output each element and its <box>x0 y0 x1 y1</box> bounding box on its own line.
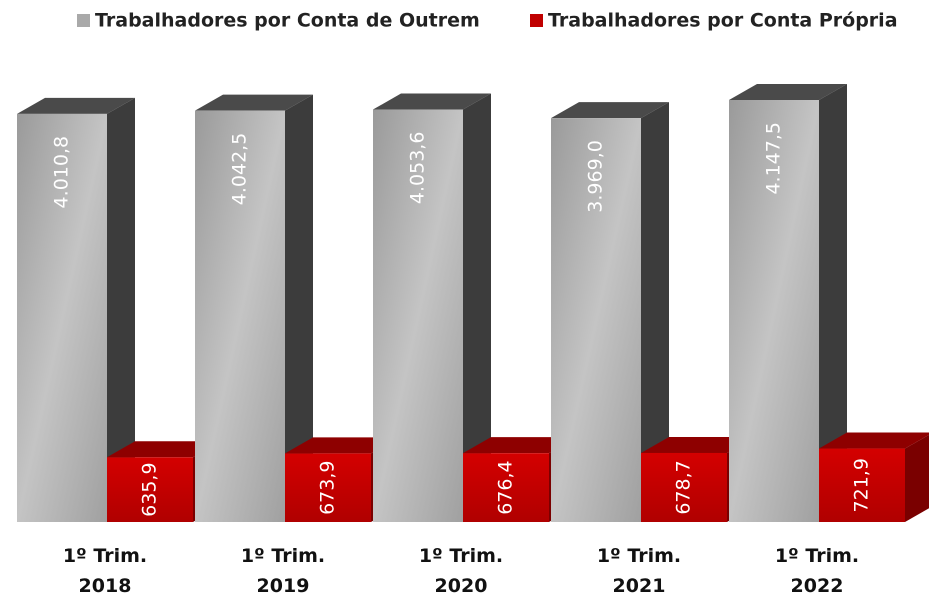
x-tick-label: 1º Trim. 2022 <box>775 545 859 597</box>
bar <box>551 102 669 523</box>
bar-top <box>373 93 491 110</box>
value-label: 635,9 <box>139 462 161 516</box>
bar-side <box>905 434 929 522</box>
bar-top <box>195 94 313 111</box>
bar <box>17 97 135 522</box>
bar-front <box>819 448 905 522</box>
bar-side <box>107 97 135 522</box>
bar-front <box>107 457 193 522</box>
bar-top <box>551 102 669 119</box>
bar-top <box>641 436 755 453</box>
value-label: 673,9 <box>317 461 339 515</box>
legend-swatch <box>530 14 543 27</box>
bar-side <box>641 102 669 523</box>
x-tick-label: 1º Trim. 2020 <box>419 545 503 597</box>
bar-front <box>641 452 727 522</box>
value-label: 4.042,5 <box>229 133 251 206</box>
value-label: 4.147,5 <box>763 122 785 195</box>
bar <box>819 432 929 522</box>
value-label: 721,9 <box>851 458 873 512</box>
bar-top <box>17 97 135 114</box>
bar-front <box>195 110 285 523</box>
bar <box>729 84 847 522</box>
bar-top <box>107 441 221 458</box>
bar-top <box>463 437 577 454</box>
bar-side <box>819 84 847 522</box>
value-label: 678,7 <box>673 460 695 514</box>
bar-top <box>819 432 929 449</box>
x-tick-label: 1º Trim. 2021 <box>597 545 681 597</box>
value-label: 3.969,0 <box>585 140 607 213</box>
value-label: 4.010,8 <box>51 136 73 209</box>
legend-label: Trabalhadores por Conta de Outrem <box>95 10 480 32</box>
bar-front <box>373 109 463 522</box>
value-label: 4.053,6 <box>407 132 429 205</box>
legend-label: Trabalhadores por Conta Própria <box>548 10 898 32</box>
legend-swatch <box>77 14 90 27</box>
bar-front <box>729 100 819 522</box>
bar-side <box>463 93 491 522</box>
bar-front <box>551 118 641 523</box>
bar-front <box>463 453 549 522</box>
bar-side <box>285 94 313 523</box>
bar-top <box>285 437 399 454</box>
bar <box>373 93 491 522</box>
bar-top <box>729 84 847 100</box>
bar <box>195 94 313 523</box>
bar-front <box>17 113 107 522</box>
bar-front <box>285 453 371 522</box>
x-tick-label: 1º Trim. 2018 <box>63 545 147 597</box>
x-tick-label: 1º Trim. 2019 <box>241 545 325 597</box>
value-label: 676,4 <box>495 460 517 514</box>
